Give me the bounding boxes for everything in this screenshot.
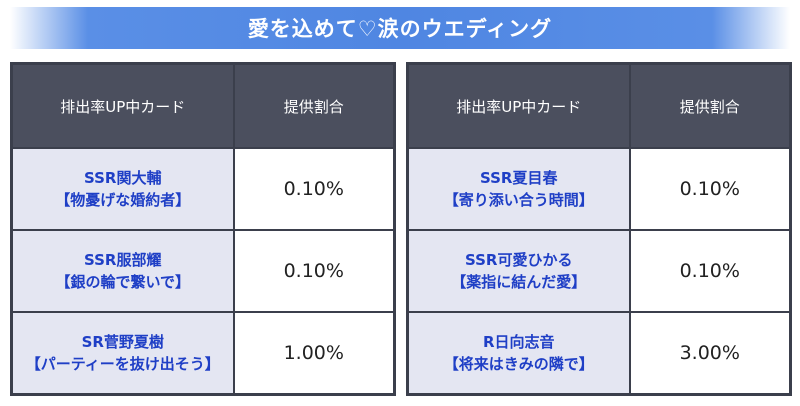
card-subtitle: 【寄り添い合う時間】 [443, 191, 594, 209]
card-name: SSR服部耀 [84, 251, 162, 269]
table-row: SSR関大輔 【物憂げな婚約者】 0.10% [10, 147, 396, 231]
table-row: SR菅野夏樹 【パーティーを抜け出そう】 1.00% [10, 311, 396, 396]
card-cell: SSR可愛ひかる 【薬指に結んだ愛】 [406, 229, 631, 313]
rate-value: 0.10% [232, 229, 396, 313]
header-card: 排出率UP中カード [406, 62, 631, 149]
table-header-row: 排出率UP中カード 提供割合 [406, 62, 792, 149]
card-cell: SSR関大輔 【物憂げな婚約者】 [10, 147, 235, 231]
table-row: R日向志音 【将来はきみの隣で】 3.00% [406, 311, 792, 396]
card-name: R日向志音 [482, 333, 555, 351]
card-cell: SSR夏目春 【寄り添い合う時間】 [406, 147, 631, 231]
rate-value: 0.10% [628, 229, 792, 313]
card-subtitle: 【パーティーを抜け出そう】 [25, 355, 220, 373]
card-cell: SR菅野夏樹 【パーティーを抜け出そう】 [10, 311, 235, 396]
card-name: SSR夏目春 [480, 169, 558, 187]
table-row: SSR可愛ひかる 【薬指に結んだ愛】 0.10% [406, 229, 792, 313]
card-name: SSR関大輔 [84, 169, 162, 187]
table-row: SSR夏目春 【寄り添い合う時間】 0.10% [406, 147, 792, 231]
page-title: 愛を込めて♡涙のウエディング [247, 17, 553, 41]
card-subtitle: 【将来はきみの隣で】 [443, 355, 594, 373]
table-header-row: 排出率UP中カード 提供割合 [10, 62, 396, 149]
rate-value: 0.10% [628, 147, 792, 231]
rate-table-right: 排出率UP中カード 提供割合 SSR夏目春 【寄り添い合う時間】 0.10% S… [406, 62, 792, 396]
card-name: SSR可愛ひかる [465, 251, 573, 269]
rate-value: 3.00% [628, 311, 792, 396]
header-card: 排出率UP中カード [10, 62, 235, 149]
rate-table-left: 排出率UP中カード 提供割合 SSR関大輔 【物憂げな婚約者】 0.10% SS… [10, 62, 396, 396]
header-rate: 提供割合 [628, 62, 792, 149]
card-subtitle: 【物憂げな婚約者】 [55, 191, 191, 209]
card-subtitle: 【薬指に結んだ愛】 [451, 273, 587, 291]
table-row: SSR服部耀 【銀の輪で繋いで】 0.10% [10, 229, 396, 313]
card-cell: R日向志音 【将来はきみの隣で】 [406, 311, 631, 396]
card-cell: SSR服部耀 【銀の輪で繋いで】 [10, 229, 235, 313]
header-rate: 提供割合 [232, 62, 396, 149]
rate-value: 1.00% [232, 311, 396, 396]
rate-value: 0.10% [232, 147, 396, 231]
title-banner: 愛を込めて♡涙のウエディング [10, 7, 790, 49]
card-name: SR菅野夏樹 [81, 333, 164, 351]
card-subtitle: 【銀の輪で繋いで】 [55, 273, 191, 291]
